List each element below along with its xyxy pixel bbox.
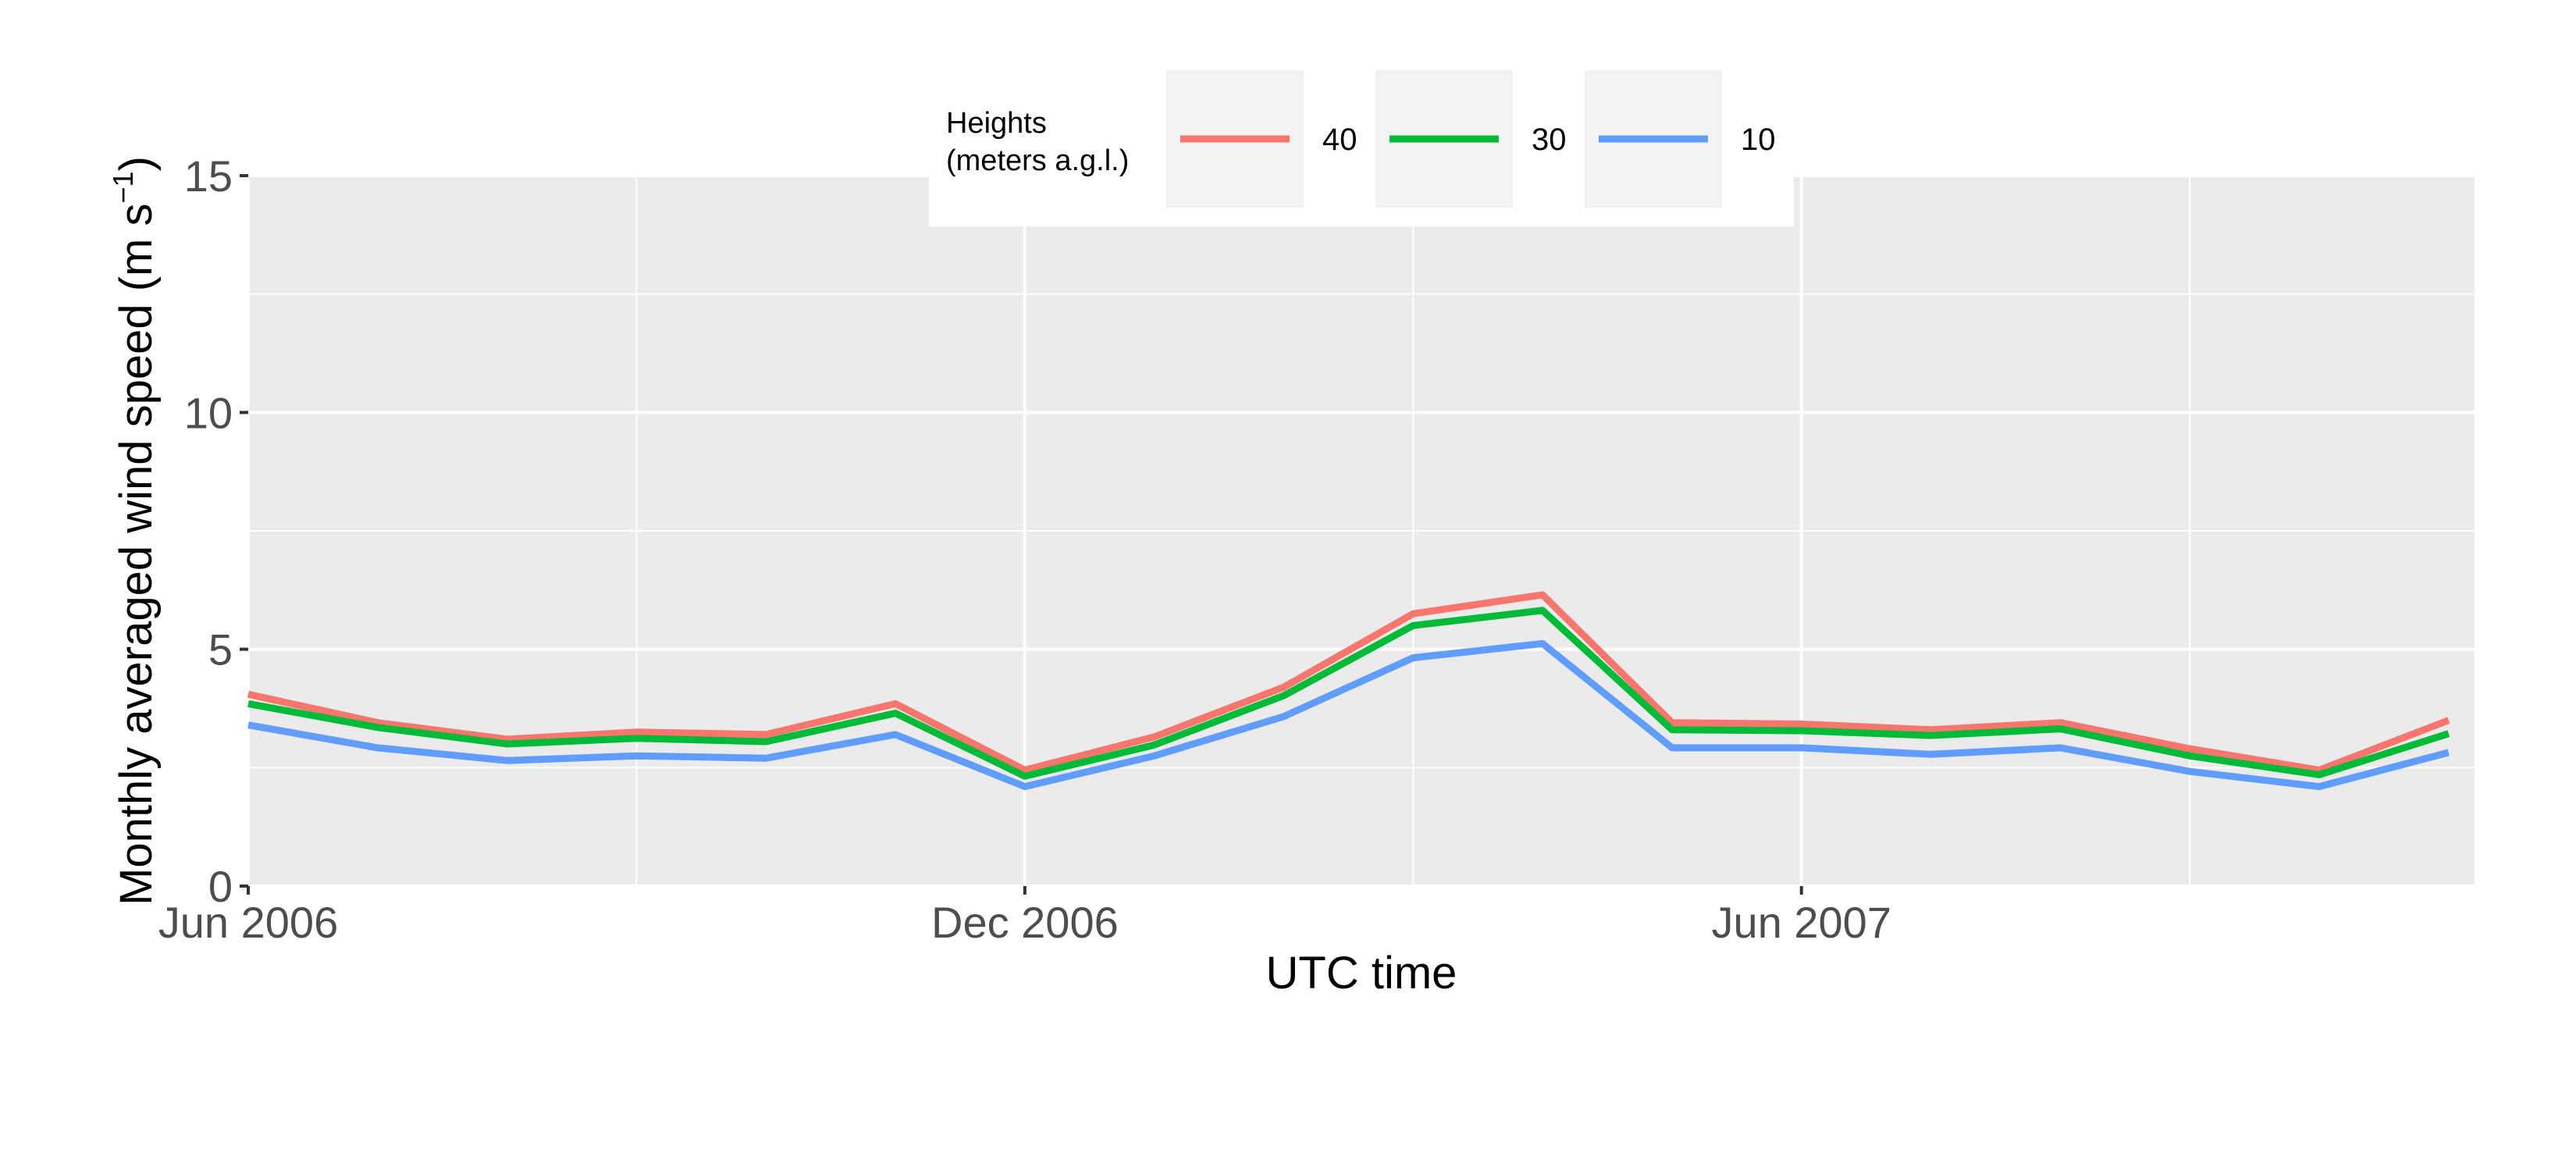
axis-ticks [240, 174, 1803, 895]
y-axis-title-superscript: −1 [107, 171, 139, 203]
y-tick-label: 15 [184, 151, 233, 201]
legend-label-40: 40 [1322, 123, 1357, 157]
major-gridlines [247, 174, 2475, 888]
minor-gridlines [248, 176, 2475, 886]
y-axis-title: Monthly averaged wind speed (m s−1) [107, 156, 162, 906]
x-axis-tick-labels: Jun 2006 Dec 2006 Jun 2007 [158, 898, 1891, 947]
legend-label-10: 10 [1741, 123, 1776, 157]
y-tick-label: 0 [208, 862, 233, 911]
y-tick-label: 5 [208, 625, 233, 674]
series-line-10 [247, 639, 2450, 791]
x-tick-label: Dec 2006 [931, 898, 1119, 947]
series-lines [247, 591, 2450, 791]
legend-keys: 40 30 10 [1166, 70, 1776, 208]
y-axis-title-close: ) [111, 156, 162, 171]
x-tick-label: Jun 2007 [1712, 898, 1891, 947]
x-axis-title: UTC time [1266, 948, 1457, 998]
legend-title-line2: (meters a.g.l.) [946, 144, 1129, 177]
series-line-30 [247, 607, 2450, 780]
legend: Heights (meters a.g.l.) 40 30 10 [929, 70, 1794, 226]
legend-title-line1: Heights [946, 107, 1047, 140]
x-tick-label: Jun 2006 [158, 898, 338, 947]
y-axis-title-main: Monthly averaged wind speed (m s [111, 203, 162, 905]
legend-label-30: 30 [1532, 123, 1567, 157]
y-axis-tick-labels: 0 5 10 15 [184, 151, 233, 911]
series-line-40 [247, 591, 2450, 774]
y-tick-label: 10 [184, 388, 233, 437]
